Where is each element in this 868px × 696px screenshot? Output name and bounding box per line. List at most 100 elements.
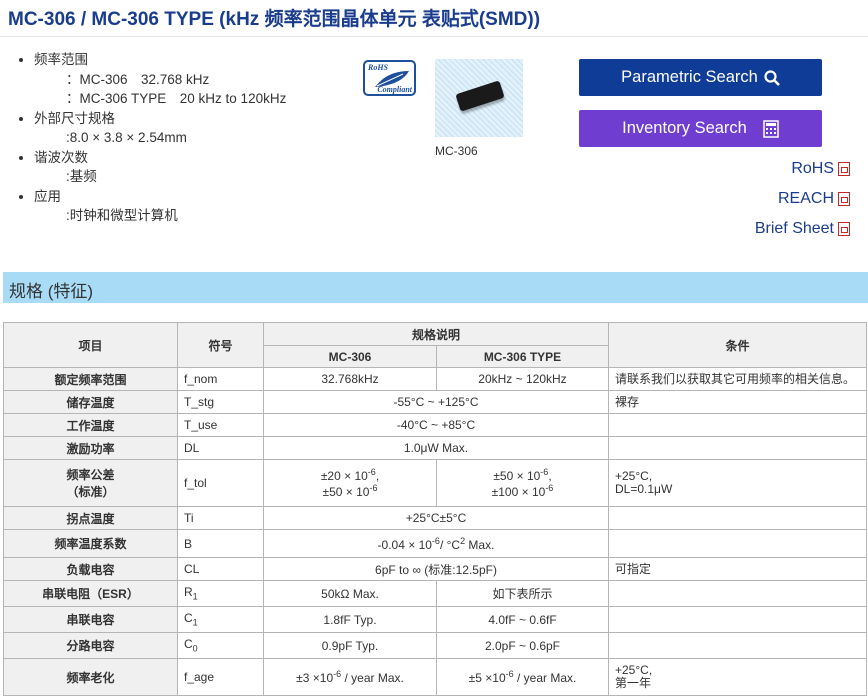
row-symbol: B [177, 529, 264, 558]
feature-label: 应用 [34, 187, 286, 207]
row-item: 串联电容 [3, 606, 178, 633]
rohs-doc-link[interactable]: RoHS [791, 160, 850, 178]
row-value-mc306: 1.8fF Typ. [263, 606, 437, 633]
row-symbol: CL [177, 557, 264, 581]
inventory-search-button[interactable]: Inventory Search [579, 110, 822, 147]
row-value: -0.04 × 10-6/ °C2 Max. [263, 529, 609, 558]
row-item: 额定频率范围 [3, 367, 178, 391]
row-item: 储存温度 [3, 390, 178, 414]
feature-label: 外部尺寸规格 [34, 109, 286, 129]
parametric-search-button[interactable]: Parametric Search [579, 59, 822, 96]
row-symbol: T_stg [177, 390, 264, 414]
row-condition [608, 413, 867, 437]
row-symbol: DL [177, 436, 264, 460]
brief-sheet-link[interactable]: Brief Sheet [755, 220, 850, 238]
row-value: +25°C±5°C [263, 506, 609, 530]
pdf-icon [838, 192, 850, 206]
row-symbol: f_tol [177, 459, 264, 507]
header-mc306: MC-306 [263, 345, 437, 368]
superscript: -6 [505, 669, 514, 679]
table-row: 拐点温度 Ti +25°C±5°C [3, 506, 867, 530]
row-item: 频率老化 [3, 658, 178, 696]
spec-table: 项目 符号 规格说明 条件 MC-306 MC-306 TYPE 额定频率范围 f_nom… [3, 322, 867, 696]
feature-label: 频率范围 [34, 50, 286, 70]
divider [0, 36, 868, 37]
row-condition [608, 632, 867, 659]
row-condition: +25°C, DL=0.1μW [608, 459, 867, 507]
row-value-mc306: 0.9pF Typ. [263, 632, 437, 659]
feature-value: :基频 [66, 169, 97, 184]
page-title: MC-306 / MC-306 TYPE (kHz 频率范围晶体单元 表贴式(S… [8, 9, 541, 30]
table-row: 串联电阻（ESR） R1 50kΩ Max. 如下表所示 [3, 580, 867, 607]
superscript: 2 [460, 535, 466, 546]
superscript: -6 [367, 467, 376, 477]
superscript: -6 [545, 483, 554, 493]
row-symbol: f_nom [177, 367, 264, 391]
row-item: 工作温度 [3, 413, 178, 437]
feature-value: :8.0 × 3.8 × 2.54mm [66, 130, 187, 145]
header-symbol: 符号 [177, 322, 264, 368]
row-condition [608, 436, 867, 460]
header-mc306-type: MC-306 TYPE [436, 345, 609, 368]
rohs-logo-text: RoHS [368, 63, 389, 72]
doc-label: REACH [777, 190, 834, 207]
row-item: 频率公差 （标准） [3, 459, 178, 507]
row-value: 1.0μW Max. [263, 436, 609, 460]
feature-value: ：MC-306 TYPE 20 kHz to 120kHz [66, 91, 287, 106]
inventory-search-label: Inventory Search [622, 119, 747, 137]
row-condition [608, 506, 867, 530]
row-item: 拐点温度 [3, 506, 178, 530]
row-condition: 请联系我们以获取其它可用频率的相关信息。 [608, 367, 867, 391]
feature-label: 谐波次数 [34, 148, 286, 168]
row-value: 6pF to ∞ (标准:12.5pF) [263, 557, 609, 581]
table-row: 储存温度 T_stg -55°C ~ +125°C 裸存 [3, 390, 867, 414]
table-row: 频率老化 f_age ±3 ×10-6 / year Max. ±5 ×10-6 / … [3, 658, 867, 696]
superscript: -6 [333, 669, 342, 679]
table-row: 激励功率 DL 1.0μW Max. [3, 436, 867, 460]
row-value-mc306: ±20 × 10-6, ±50 × 10-6 [263, 459, 437, 507]
row-symbol: f_age [177, 658, 264, 696]
row-value-mc306: ±3 ×10-6 / year Max. [263, 658, 437, 696]
doc-label: RoHS [791, 160, 834, 177]
search-icon [764, 69, 780, 86]
row-value-mc306-type: ±50 × 10-6, ±100 × 10-6 [436, 459, 609, 507]
doc-label: Brief Sheet [754, 220, 834, 237]
row-value-mc306-type: 20kHz ~ 120kHz [436, 367, 609, 391]
rohs-compliant-logo: RoHS Compliant [363, 60, 416, 96]
row-value-mc306-type: ±5 ×10-6 / year Max. [436, 658, 609, 696]
row-value-mc306-type: 2.0pF ~ 0.6pF [436, 632, 609, 659]
row-item: 负载电容 [3, 557, 178, 581]
parametric-search-label: Parametric Search [621, 68, 758, 86]
row-item: 频率温度系数 [3, 529, 178, 558]
row-value-mc306: 50kΩ Max. [263, 580, 437, 607]
row-value-mc306-type: 如下表所示 [436, 580, 609, 607]
table-row: 额定频率范围 f_nom 32.768kHz 20kHz ~ 120kHz 请联系我们以… [3, 367, 867, 391]
row-condition: +25°C, 第一年 [608, 658, 867, 696]
reach-doc-link[interactable]: REACH [778, 190, 850, 208]
header-spec: 规格说明 [263, 322, 609, 346]
table-row: 频率公差 （标准） f_tol ±20 × 10-6, ±50 × 10-6 ±50 ×… [3, 459, 867, 507]
header-condition: 条件 [608, 322, 867, 368]
row-symbol: C1 [177, 606, 264, 633]
row-item: 分路电容 [3, 632, 178, 659]
rohs-logo-text: Compliant [377, 85, 412, 94]
subscript: 1 [192, 591, 198, 602]
section-title: 规格 (特征) [3, 272, 868, 303]
row-condition: 裸存 [608, 390, 867, 414]
subscript: 1 [192, 617, 198, 628]
row-symbol: R1 [177, 580, 264, 607]
product-caption: MC-306 [435, 144, 478, 158]
table-row: 频率温度系数 B -0.04 × 10-6/ °C2 Max. [3, 529, 867, 558]
row-item: 激励功率 [3, 436, 178, 460]
row-symbol: C0 [177, 632, 264, 659]
superscript: -6 [369, 483, 378, 493]
superscript: -6 [540, 467, 549, 477]
calculator-icon [763, 119, 779, 138]
row-symbol: T_use [177, 413, 264, 437]
table-row: 工作温度 T_use -40°C ~ +85°C [3, 413, 867, 437]
row-condition [608, 580, 867, 607]
row-symbol: Ti [177, 506, 264, 530]
superscript: -6 [431, 535, 440, 546]
table-row: 分路电容 C0 0.9pF Typ. 2.0pF ~ 0.6pF [3, 632, 867, 659]
row-value-mc306-type: 4.0fF ~ 0.6fF [436, 606, 609, 633]
